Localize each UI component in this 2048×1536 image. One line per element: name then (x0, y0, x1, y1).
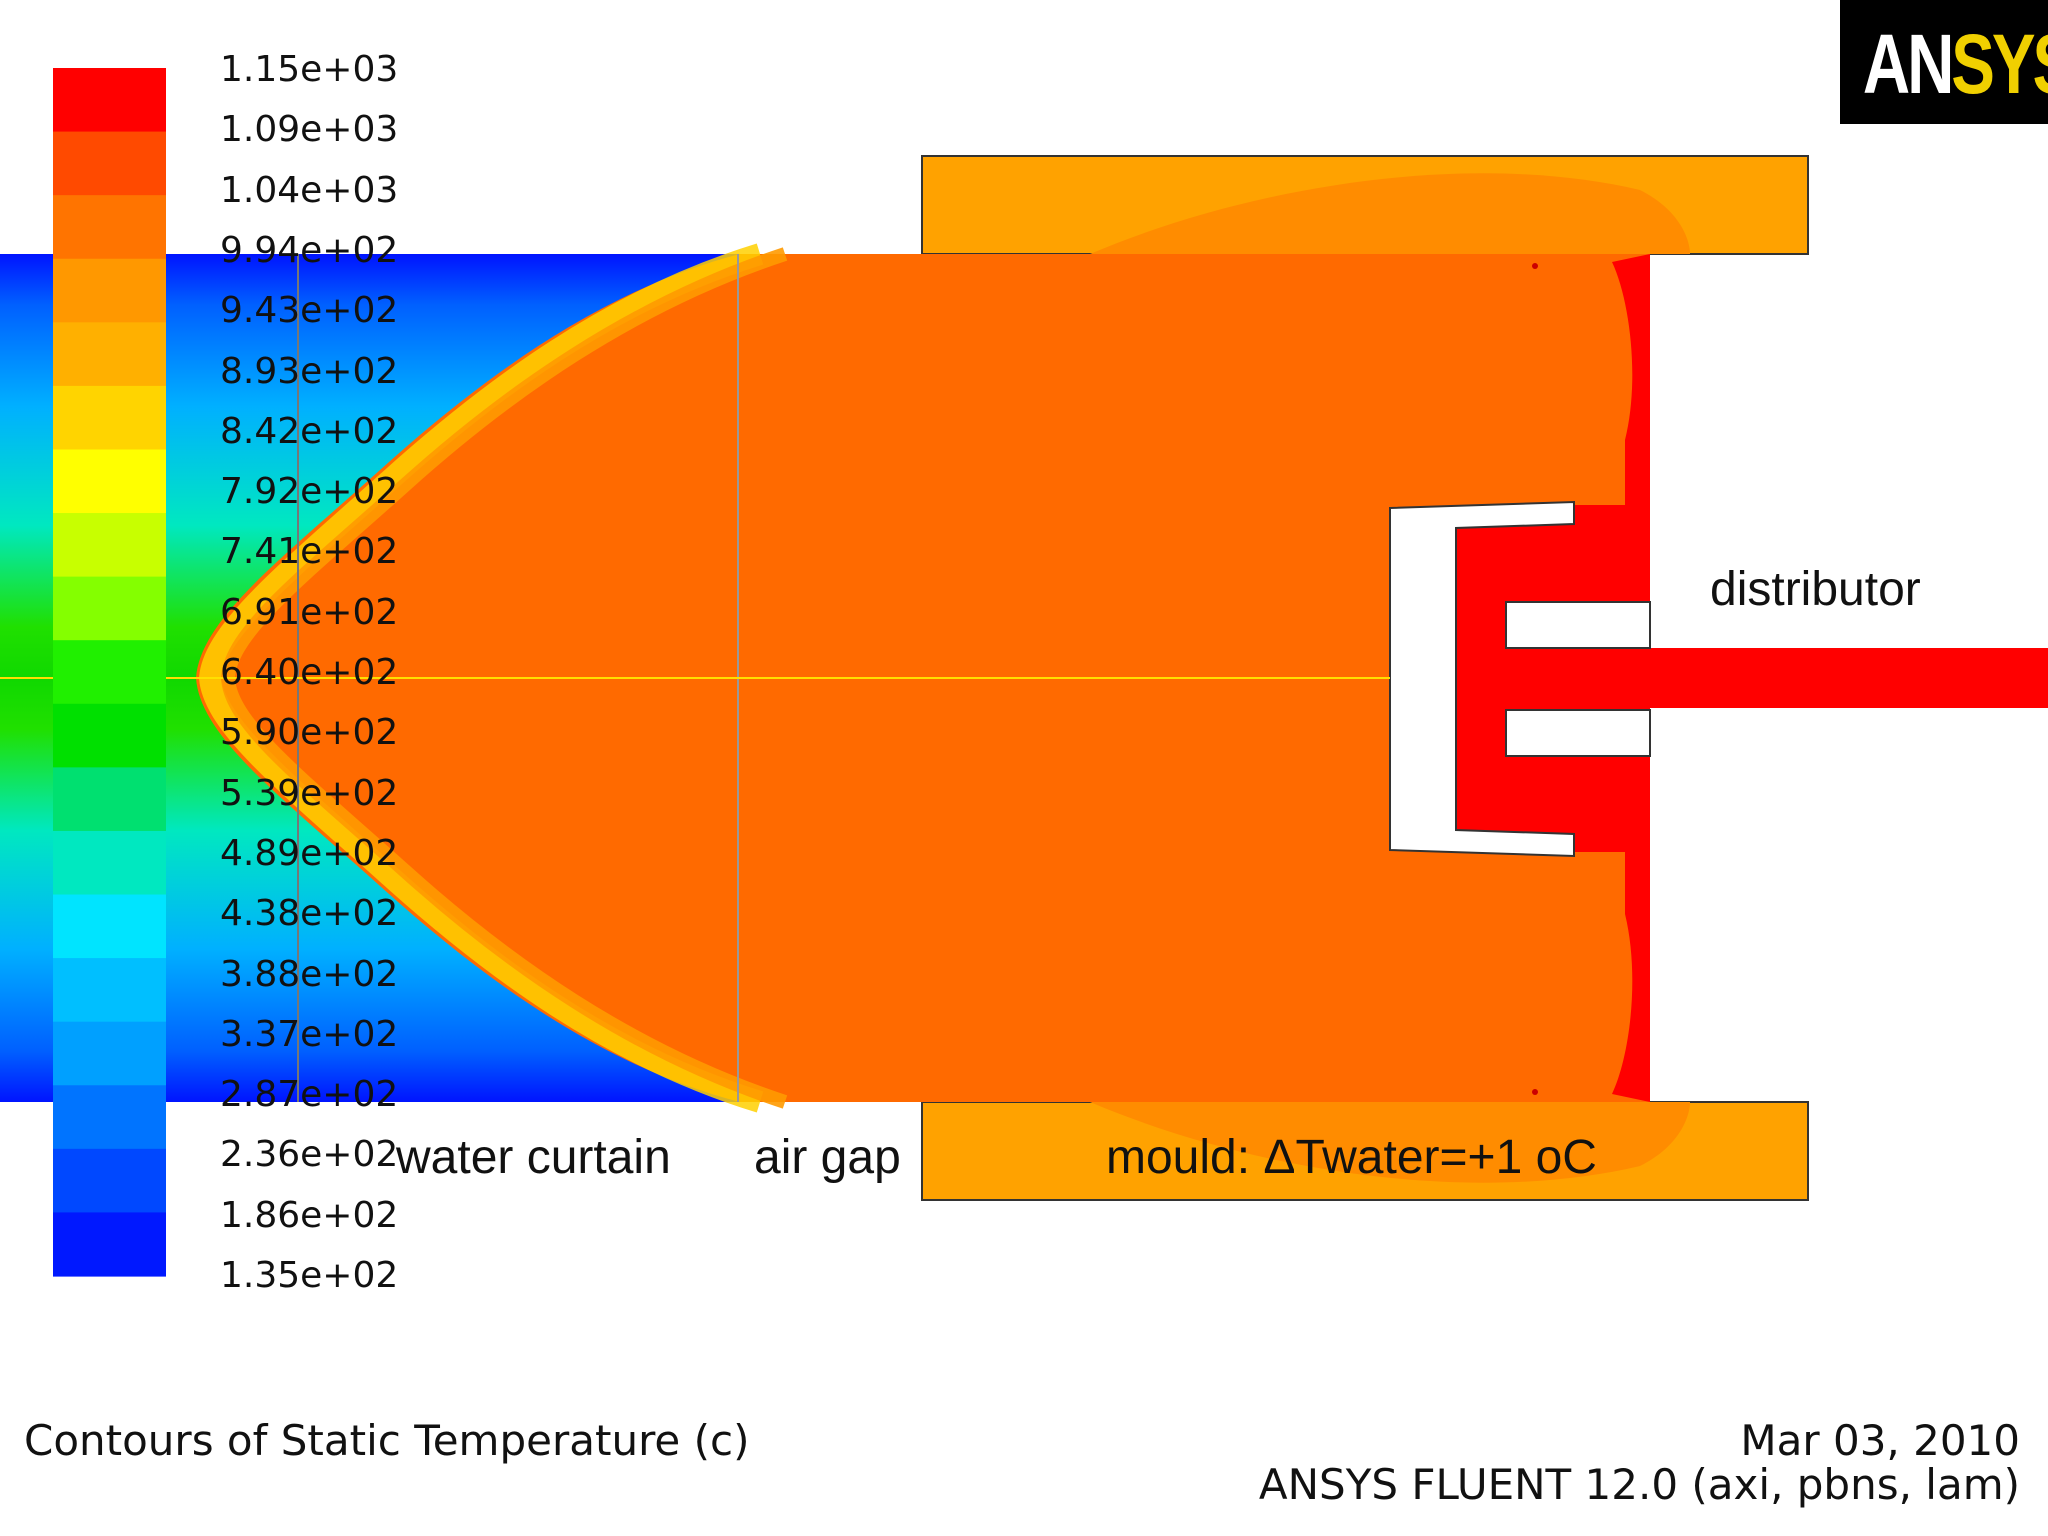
legend-swatch (53, 513, 166, 578)
ansys-logo-text: ANSYS (1862, 17, 2048, 111)
legend-tick-label: 9.43e+02 (220, 290, 399, 332)
legend-swatch (53, 894, 166, 959)
legend-tick-label: 4.38e+02 (220, 893, 399, 935)
plot-date: Mar 03, 2010 (1740, 1416, 2020, 1465)
mould-bottom-warm-zone (1090, 1102, 1690, 1183)
legend-swatch (53, 195, 166, 260)
legend-swatch (53, 68, 166, 133)
distributor-slot-bottom (1505, 709, 1651, 757)
legend-color-bar (53, 68, 166, 1277)
legend-tick-label: 1.15e+03 (220, 49, 399, 90)
legend-tick-label: 1.09e+03 (220, 109, 399, 151)
software-version: ANSYS FLUENT 12.0 (axi, pbns, lam) (1258, 1460, 2020, 1509)
legend-tick-label: 5.39e+02 (220, 772, 399, 814)
legend-tick-label: 3.88e+02 (220, 953, 399, 995)
legend-tick-label: 1.04e+03 (220, 169, 399, 211)
mould-top-warm-zone (1090, 173, 1690, 254)
legend-tick-label: 6.40e+02 (220, 652, 399, 693)
legend-tick-label: 8.93e+02 (220, 350, 399, 392)
legend-swatch (53, 767, 166, 832)
legend-tick-label: 1.35e+02 (220, 1255, 399, 1296)
water-curtain-cooled-zone (0, 254, 740, 1102)
legend-swatch (53, 1021, 166, 1086)
legend-swatch (53, 576, 166, 641)
legend-tick-label: 7.92e+02 (220, 471, 399, 513)
plot-title: Contours of Static Temperature (c) (24, 1416, 750, 1465)
legend-swatch (53, 830, 166, 896)
legend-swatch (53, 1148, 166, 1214)
water-curtain-label: water curtain (396, 1131, 671, 1184)
legend-tick-label: 1.86e+02 (220, 1194, 399, 1236)
air-gap-label: air gap (754, 1131, 901, 1184)
legend-swatch (53, 1212, 166, 1277)
legend-tick-label: 2.87e+02 (220, 1074, 399, 1116)
legend-swatch (53, 703, 166, 768)
legend-swatch (53, 322, 166, 387)
legend-tick-label: 3.37e+02 (220, 1013, 399, 1055)
legend-swatch (53, 385, 166, 451)
legend-tick-label: 2.36e+02 (220, 1134, 399, 1176)
legend-tick-label: 5.90e+02 (220, 712, 399, 754)
legend-swatch (53, 1085, 166, 1150)
legend-swatch (53, 449, 166, 514)
distributor-label: distributor (1710, 563, 1921, 616)
ansys-logo: ANSYS (1840, 0, 2048, 124)
legend-tick-label: 8.42e+02 (220, 410, 399, 452)
legend-tick-label: 7.41e+02 (220, 531, 399, 573)
mould-label: mould: ΔTwater=+1 oC (1106, 1131, 1597, 1184)
distributor-void (1389, 500, 1575, 858)
legend-tick-label: 9.94e+02 (220, 229, 399, 271)
legend-swatch (53, 640, 166, 705)
legend-tick-label: 4.89e+02 (220, 832, 399, 874)
distributor-slot-top (1505, 601, 1651, 649)
hot-zone-distributor-core (1455, 505, 2048, 852)
probe-dot-top (1532, 263, 1538, 269)
legend-swatch (53, 131, 166, 196)
legend-swatch (53, 958, 166, 1023)
legend-swatch (53, 258, 166, 323)
legend-tick-label: 6.91e+02 (220, 591, 399, 633)
probe-dot-bottom (1532, 1089, 1538, 1095)
